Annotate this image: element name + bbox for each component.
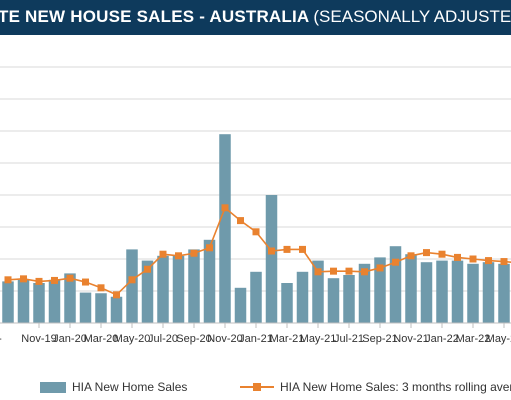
- bar: [296, 271, 309, 323]
- x-tick-label: May-22: [486, 333, 511, 345]
- bar: [281, 283, 293, 323]
- bar: [79, 292, 92, 323]
- bar: [17, 279, 30, 323]
- rolling-average-marker: [330, 267, 337, 275]
- x-tick-label: Nov-19: [21, 333, 56, 345]
- bar: [48, 279, 61, 323]
- rolling-average-marker: [454, 253, 461, 261]
- x-tick-label: Sep-21: [362, 333, 397, 345]
- bar: [188, 249, 200, 323]
- rolling-average-marker: [159, 250, 167, 258]
- rolling-average-marker: [392, 258, 399, 266]
- legend-label-bars: HIA New Home Sales: [72, 380, 188, 394]
- bar: [374, 257, 386, 323]
- bar: [95, 293, 107, 323]
- rolling-average-marker: [500, 258, 508, 266]
- bar: [126, 249, 138, 323]
- rolling-average-marker: [376, 264, 384, 272]
- rolling-average-marker: [190, 249, 198, 257]
- legend-bar-swatch: [40, 381, 66, 393]
- legend-item-line: HIA New Home Sales: 3 months rolling ave…: [240, 380, 511, 394]
- x-tick-label: Jan-20: [53, 333, 87, 345]
- rolling-average-marker: [469, 255, 477, 263]
- bar: [64, 273, 76, 323]
- rolling-average-marker: [35, 277, 43, 285]
- rolling-average-marker: [20, 275, 27, 283]
- rolling-average-marker: [407, 252, 415, 260]
- rolling-average-marker: [423, 249, 430, 257]
- rolling-average-marker: [113, 291, 120, 299]
- bar: [2, 281, 14, 323]
- rolling-average-marker: [268, 247, 275, 255]
- x-tick-label: Mar-20: [84, 333, 119, 345]
- x-tick-label: Sep-20: [176, 333, 211, 345]
- rolling-average-marker: [237, 217, 244, 225]
- bar: [234, 287, 247, 323]
- chart-header: TE NEW HOUSE SALES - AUSTRALIA (SEASONALL…: [0, 0, 511, 35]
- legend-label-line: HIA New Home Sales: 3 months rolling ave…: [280, 380, 511, 394]
- rolling-average-marker: [51, 276, 58, 284]
- rolling-average-marker: [485, 257, 492, 265]
- bar: [467, 263, 479, 323]
- bar: [33, 283, 45, 323]
- rolling-average-line: [7, 206, 511, 296]
- bar: [420, 262, 433, 323]
- rolling-average-marker: [144, 265, 151, 273]
- bar: [451, 260, 464, 323]
- rolling-average-marker: [438, 250, 446, 258]
- bar: [482, 262, 495, 323]
- x-tick-label-partial: -: [0, 333, 2, 345]
- bar: [358, 263, 371, 323]
- x-tick-label: Nov-21: [393, 333, 428, 345]
- bar: [203, 239, 216, 323]
- rolling-average-marker: [221, 204, 229, 212]
- rolling-average-marker: [128, 276, 136, 284]
- rolling-average-marker: [4, 276, 12, 284]
- chart-area: Nov-19Jan-20Mar-20May-20Jul-20Sep-20Nov-…: [0, 66, 511, 345]
- bar: [405, 254, 417, 323]
- legend-line-swatch: [240, 381, 274, 393]
- rolling-average-marker: [299, 245, 306, 253]
- chart-legend: HIA New Home Sales HIA New Home Sales: 3…: [0, 376, 511, 400]
- rolling-average-marker: [252, 228, 260, 236]
- chart-title: TE NEW HOUSE SALES - AUSTRALIA (SEASONALL…: [0, 6, 511, 28]
- rolling-average-marker: [206, 244, 213, 252]
- x-tick-label: Mar-21: [270, 333, 305, 345]
- bar: [343, 275, 355, 323]
- x-tick-label: Nov-20: [207, 333, 242, 345]
- rolling-average-marker: [361, 268, 368, 276]
- bar: [436, 260, 448, 323]
- bar: [141, 260, 154, 323]
- rolling-average-marker: [175, 252, 182, 260]
- bar: [219, 134, 231, 323]
- x-tick-label: Jan-22: [425, 333, 459, 345]
- legend-item-bars: HIA New Home Sales: [40, 380, 187, 394]
- bar: [265, 195, 278, 323]
- rolling-average-marker: [345, 267, 353, 275]
- bar: [172, 255, 185, 323]
- x-tick-label: Jul-21: [334, 333, 364, 345]
- chart-title-sub: (SEASONALLY ADJUSTED): [313, 7, 511, 26]
- chart-title-main: TE NEW HOUSE SALES - AUSTRALIA: [0, 7, 310, 26]
- rolling-average-marker: [283, 245, 291, 253]
- bar: [157, 255, 169, 323]
- x-tick-label: Jul-20: [148, 333, 178, 345]
- bar: [312, 260, 324, 323]
- x-tick-label: Jan-21: [239, 333, 273, 345]
- x-tick-label: Mar-22: [456, 333, 491, 345]
- bar: [327, 278, 340, 323]
- x-tick-label: May-20: [114, 333, 151, 345]
- rolling-average-marker: [314, 268, 322, 276]
- bar: [110, 296, 123, 323]
- x-tick-label: May-21: [300, 333, 337, 345]
- bar: [498, 263, 510, 323]
- bar: [389, 246, 402, 323]
- rolling-average-marker: [97, 284, 105, 292]
- rolling-average-marker: [66, 274, 74, 282]
- bar: [250, 271, 262, 323]
- rolling-average-marker: [82, 278, 89, 286]
